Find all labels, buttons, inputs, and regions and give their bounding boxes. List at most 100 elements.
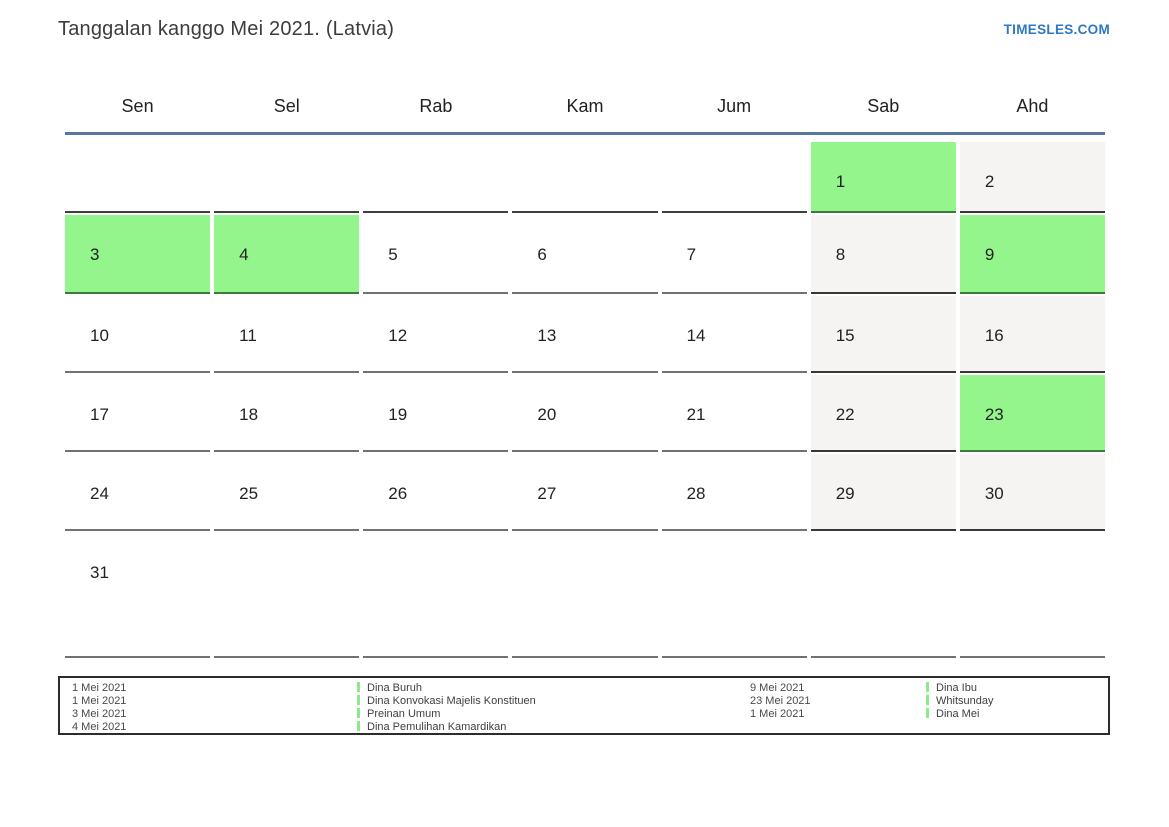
day-number: 20 bbox=[537, 405, 557, 424]
empty-cell bbox=[661, 533, 807, 658]
legend-date: 1 Mei 2021 bbox=[72, 694, 127, 707]
legend-event: Whitsunday bbox=[926, 694, 994, 708]
day-cell-21: 21 bbox=[661, 375, 807, 452]
day-cell-27: 27 bbox=[512, 454, 658, 531]
empty-cell bbox=[214, 142, 360, 213]
day-number: 26 bbox=[388, 484, 408, 503]
day-header-ahd: Ahd bbox=[1016, 96, 1049, 116]
legend-event-label: Dina Ibu bbox=[936, 682, 977, 694]
legend-events-2: Dina Ibu Whitsunday Dina Mei bbox=[926, 682, 993, 721]
day-cell-4: 4 bbox=[214, 215, 360, 294]
day-header-sen: Sen bbox=[121, 96, 154, 116]
empty-cell bbox=[214, 533, 360, 658]
day-cell-22: 22 bbox=[810, 375, 956, 452]
page-title: Tanggalan kanggo Mei 2021. (Latvia) bbox=[58, 18, 395, 40]
day-number: 7 bbox=[686, 245, 697, 264]
day-cell-16: 16 bbox=[959, 296, 1105, 373]
day-number: 12 bbox=[388, 326, 408, 345]
day-cell-12: 12 bbox=[363, 296, 509, 373]
event-color-bar-icon bbox=[357, 682, 360, 692]
day-cell-2: 2 bbox=[959, 142, 1105, 213]
legend-date: 3 Mei 2021 bbox=[72, 707, 127, 720]
legend-date: 1 Mei 2021 bbox=[72, 682, 127, 694]
empty-cell bbox=[512, 142, 658, 213]
day-header-sab: Sab bbox=[867, 96, 900, 116]
day-cell-11: 11 bbox=[214, 296, 360, 373]
day-cell-6: 6 bbox=[512, 215, 658, 294]
legend-event-label: Whitsunday bbox=[936, 694, 994, 707]
day-number: 5 bbox=[388, 245, 398, 264]
day-cell-9: 9 bbox=[959, 215, 1105, 294]
day-cell-28: 28 bbox=[661, 454, 807, 531]
legend-event-label: Dina Buruh bbox=[367, 682, 423, 694]
day-cell-30: 30 bbox=[959, 454, 1105, 531]
day-cell-8: 8 bbox=[810, 215, 956, 294]
day-number: 3 bbox=[90, 245, 100, 264]
legend-date: 1 Mei 2021 bbox=[750, 707, 805, 720]
day-number: 10 bbox=[90, 326, 109, 345]
event-color-bar-icon bbox=[926, 694, 929, 705]
event-color-bar-icon bbox=[926, 682, 929, 692]
legend-event-label: Preinan Umum bbox=[367, 707, 441, 720]
day-number: 17 bbox=[90, 405, 109, 424]
day-cell-19: 19 bbox=[363, 375, 509, 452]
day-cell-1: 1 bbox=[810, 142, 956, 213]
week-row-2: 3 4 5 6 7 8 9 bbox=[65, 215, 1105, 294]
day-number: 19 bbox=[388, 405, 408, 424]
day-cell-26: 26 bbox=[363, 454, 509, 531]
calendar-grid: 1 2 3 4 5 6 7 8 9 10 11 12 13 14 15 16 17 18 19 20 21 22 23 24 2… bbox=[65, 142, 1105, 658]
day-cell-13: 13 bbox=[512, 296, 658, 373]
empty-cell bbox=[661, 142, 807, 213]
empty-cell bbox=[363, 142, 509, 213]
day-number: 16 bbox=[984, 326, 1004, 345]
legend-event: Dina Ibu bbox=[926, 682, 993, 695]
day-number: 31 bbox=[90, 563, 109, 582]
day-header-kam: Kam bbox=[566, 96, 604, 116]
day-cell-5: 5 bbox=[363, 215, 509, 294]
legend-box: 1 Mei 2021 1 Mei 2021 3 Mei 2021 4 Mei 2021… bbox=[58, 676, 1110, 735]
week-row-4: 17 18 19 20 21 22 23 bbox=[65, 375, 1105, 452]
legend-event: Dina Konvokasi Majelis Konstituen bbox=[357, 694, 536, 708]
legend-event-label: Dina Konvokasi Majelis Konstituen bbox=[367, 694, 536, 707]
event-color-bar-icon bbox=[926, 707, 929, 718]
event-color-bar-icon bbox=[357, 694, 360, 705]
empty-cell bbox=[65, 142, 211, 213]
day-number: 18 bbox=[239, 405, 259, 424]
day-number: 6 bbox=[537, 245, 547, 264]
calendar: Sen Sel Rab Kam Jum Sab Ahd 1 2 3 4 5 6 7 8 9 10 11 12 13 1… bbox=[65, 75, 1105, 660]
day-number: 14 bbox=[686, 326, 706, 345]
day-number: 27 bbox=[537, 484, 557, 503]
day-cell-3: 3 bbox=[65, 215, 211, 294]
week-row-3: 10 11 12 13 14 15 16 bbox=[65, 296, 1105, 373]
day-cell-7: 7 bbox=[661, 215, 807, 294]
empty-cell bbox=[512, 533, 658, 658]
day-header-rab: Rab bbox=[419, 96, 453, 116]
day-header-sel: Sel bbox=[273, 96, 300, 116]
legend-dates-2: 9 Mei 2021 23 Mei 2021 1 Mei 2021 bbox=[750, 682, 811, 721]
day-number: 29 bbox=[835, 484, 855, 503]
day-header-row: Sen Sel Rab Kam Jum Sab Ahd bbox=[65, 75, 1105, 135]
day-cell-17: 17 bbox=[65, 375, 211, 452]
day-number: 4 bbox=[239, 245, 249, 264]
day-number: 1 bbox=[835, 172, 846, 191]
empty-cell bbox=[959, 533, 1105, 658]
legend-dates-1: 1 Mei 2021 1 Mei 2021 3 Mei 2021 4 Mei 2021 bbox=[72, 682, 126, 734]
event-color-bar-icon bbox=[357, 707, 360, 718]
day-number: 24 bbox=[90, 484, 109, 503]
day-number: 8 bbox=[835, 245, 846, 264]
legend-event: Preinan Umum bbox=[357, 707, 536, 721]
day-number: 22 bbox=[835, 405, 855, 424]
day-number: 23 bbox=[984, 405, 1004, 424]
top-bar: Tanggalan kanggo Mei 2021. (Latvia) TIME… bbox=[58, 18, 1110, 41]
brand-link[interactable]: TIMESLES.COM bbox=[1003, 22, 1110, 37]
day-number: 21 bbox=[686, 405, 706, 424]
day-cell-29: 29 bbox=[810, 454, 956, 531]
legend-date: 4 Mei 2021 bbox=[72, 720, 127, 733]
legend-events-1: Dina Buruh Dina Konvokasi Majelis Konstit… bbox=[357, 682, 536, 734]
day-cell-23: 23 bbox=[959, 375, 1105, 452]
day-header-jum: Jum bbox=[717, 96, 752, 116]
day-cell-31: 31 bbox=[65, 533, 211, 658]
day-cell-24: 24 bbox=[65, 454, 211, 531]
day-cell-25: 25 bbox=[214, 454, 360, 531]
